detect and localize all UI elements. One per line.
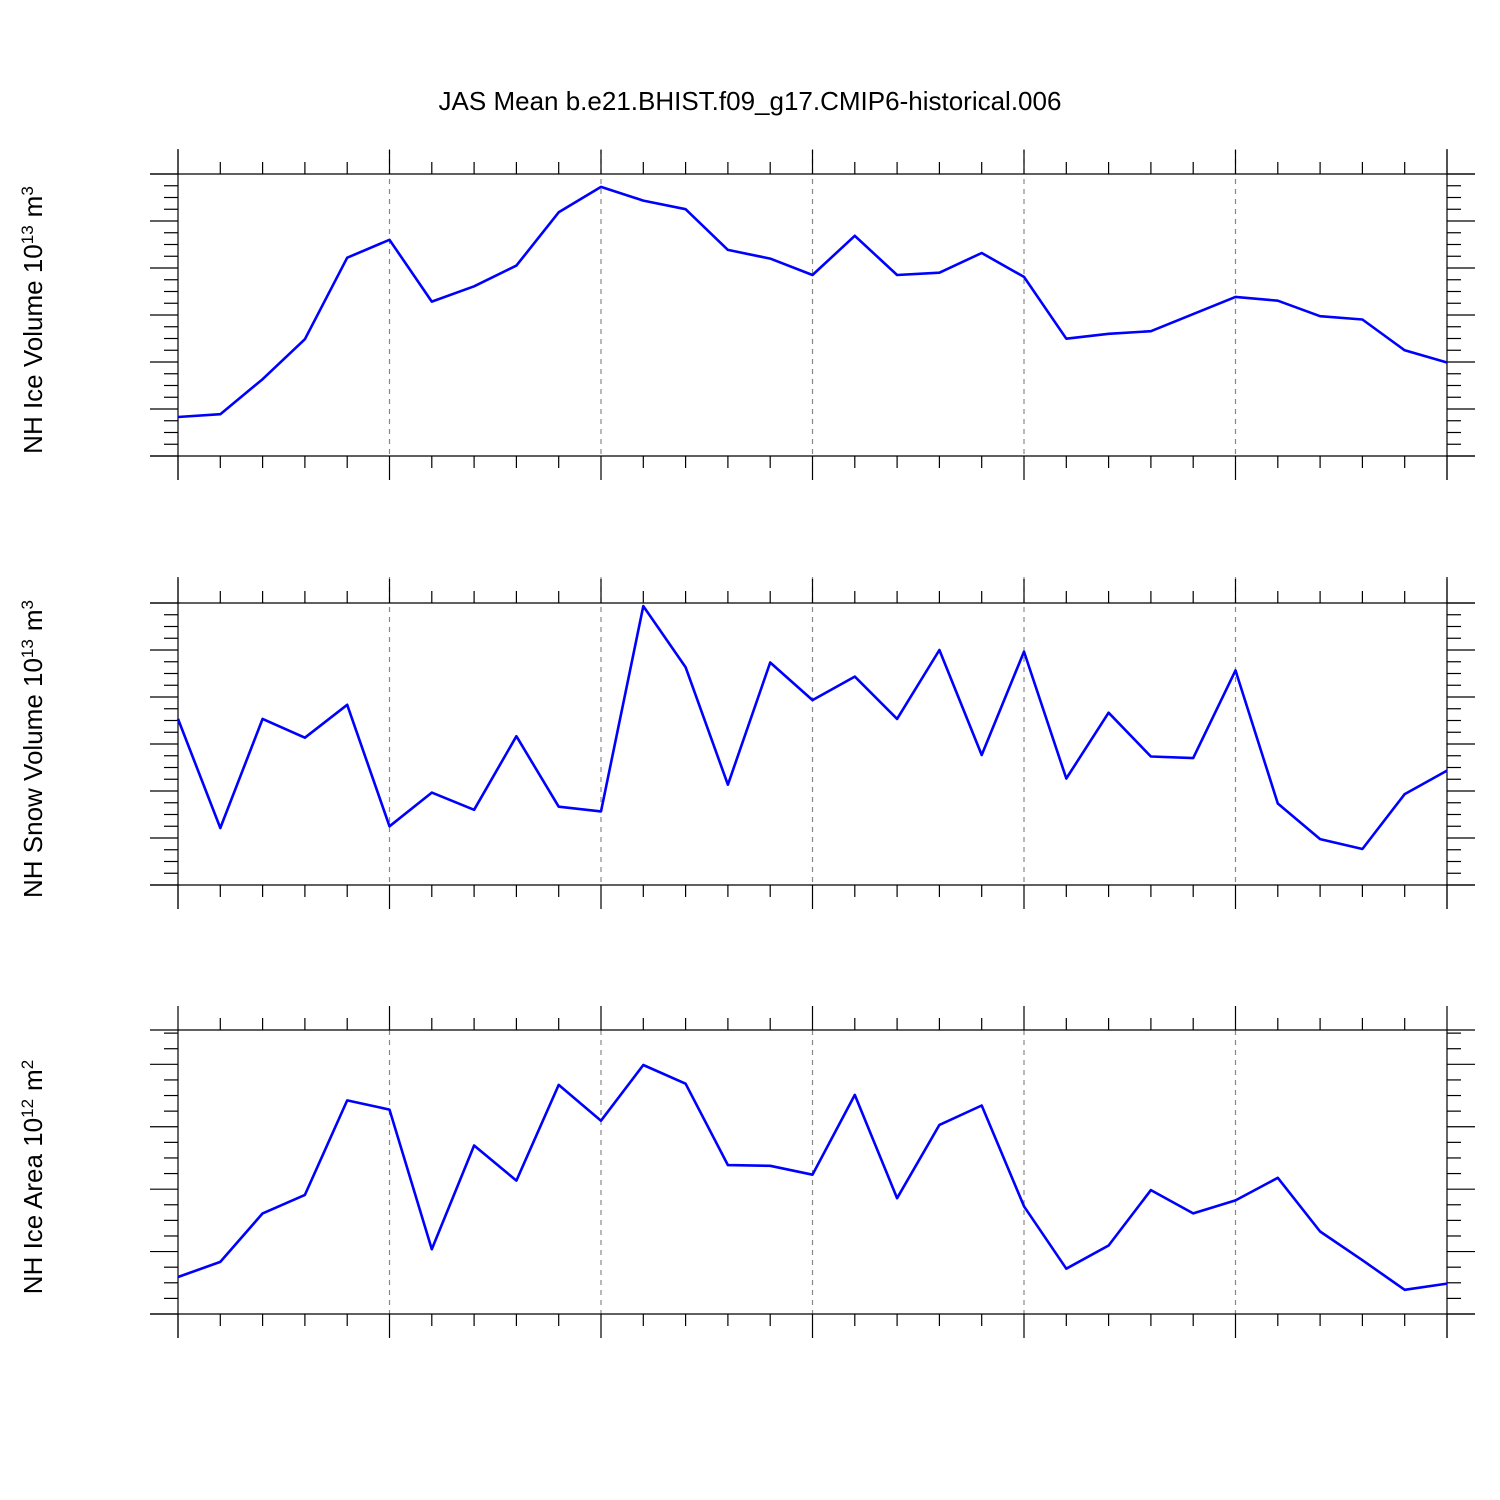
y-axis-label-exponent: 13: [18, 225, 37, 244]
panel-3: NH Ice Area 1012 m2: [18, 1006, 1475, 1338]
series-line-nh-ice-volume: [177, 185, 1448, 419]
y-axis-label: NH Ice Area 1012 m2: [18, 1060, 49, 1294]
y-axis-label-unit: m: [18, 196, 48, 218]
y-axis-label-unit: m: [18, 1069, 48, 1091]
panel-1: NH Ice Volume 1013 m3: [18, 149, 1475, 480]
y-axis-label-unit-exponent: 3: [18, 600, 37, 609]
y-axis-label-unit: m: [18, 609, 48, 631]
y-axis-label-unit-exponent: 2: [18, 1060, 37, 1069]
y-axis-label: NH Ice Volume 1013 m3: [18, 186, 49, 454]
y-axis-label-text: NH Snow Volume 10: [18, 658, 48, 898]
y-axis-label: NH Snow Volume 1013 m3: [18, 600, 49, 898]
panel-2: NH Snow Volume 1013 m3: [18, 577, 1475, 909]
y-axis-label-text: NH Ice Area 10: [18, 1118, 48, 1294]
series-line-nh-snow-volume: [176, 604, 1448, 851]
y-axis-label-exponent: 12: [18, 1099, 37, 1118]
y-axis-label-text: NH Ice Volume 10: [18, 244, 48, 454]
y-axis-label-unit-exponent: 3: [18, 186, 37, 195]
series-line-nh-ice-area: [177, 1063, 1448, 1292]
chart-title: JAS Mean b.e21.BHIST.f09_g17.CMIP6-histo…: [439, 86, 1062, 116]
y-axis-label-exponent: 13: [18, 639, 37, 658]
